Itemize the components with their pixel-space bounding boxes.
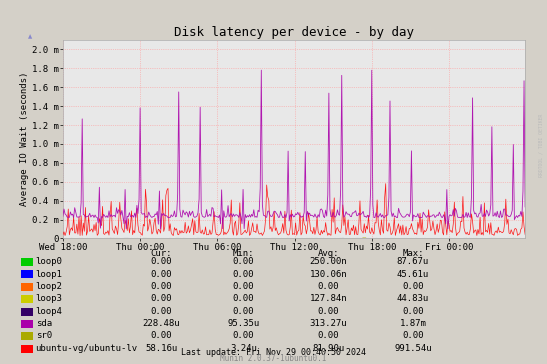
Text: loop3: loop3 bbox=[36, 294, 62, 303]
Title: Disk latency per device - by day: Disk latency per device - by day bbox=[174, 26, 414, 39]
Text: 0.00: 0.00 bbox=[317, 332, 339, 340]
Text: 0.00: 0.00 bbox=[232, 332, 254, 340]
Text: 0.00: 0.00 bbox=[150, 294, 172, 303]
Text: Cur:: Cur: bbox=[150, 249, 172, 258]
Text: 0.00: 0.00 bbox=[232, 257, 254, 266]
Text: 0.00: 0.00 bbox=[402, 307, 424, 316]
Text: sda: sda bbox=[36, 319, 51, 328]
Text: 45.61u: 45.61u bbox=[397, 270, 429, 278]
Text: 0.00: 0.00 bbox=[150, 307, 172, 316]
Text: 0.00: 0.00 bbox=[402, 282, 424, 291]
Text: 0.00: 0.00 bbox=[317, 307, 339, 316]
Text: Last update: Fri Nov 29 00:40:50 2024: Last update: Fri Nov 29 00:40:50 2024 bbox=[181, 348, 366, 357]
Text: ubuntu-vg/ubuntu-lv: ubuntu-vg/ubuntu-lv bbox=[36, 344, 138, 353]
Text: 58.16u: 58.16u bbox=[146, 344, 177, 353]
Text: 0.00: 0.00 bbox=[402, 332, 424, 340]
Text: 1.87m: 1.87m bbox=[399, 319, 427, 328]
Text: loop2: loop2 bbox=[36, 282, 62, 291]
Text: 0.00: 0.00 bbox=[150, 257, 172, 266]
Text: loop0: loop0 bbox=[36, 257, 62, 266]
Text: 0.00: 0.00 bbox=[232, 270, 254, 278]
Text: 0.00: 0.00 bbox=[232, 294, 254, 303]
Text: ▲: ▲ bbox=[28, 34, 32, 39]
Text: 130.06n: 130.06n bbox=[310, 270, 347, 278]
Text: loop1: loop1 bbox=[36, 270, 62, 278]
Text: 0.00: 0.00 bbox=[317, 282, 339, 291]
Text: 87.67u: 87.67u bbox=[397, 257, 429, 266]
Text: 0.00: 0.00 bbox=[150, 332, 172, 340]
Text: Munin 2.0.37-1ubuntu0.1: Munin 2.0.37-1ubuntu0.1 bbox=[220, 354, 327, 363]
Text: Avg:: Avg: bbox=[317, 249, 339, 258]
Text: 127.84n: 127.84n bbox=[310, 294, 347, 303]
Text: RRDTOOL / TOBI OETIKER: RRDTOOL / TOBI OETIKER bbox=[538, 114, 543, 177]
Text: 228.48u: 228.48u bbox=[143, 319, 180, 328]
Text: 44.83u: 44.83u bbox=[397, 294, 429, 303]
Text: 0.00: 0.00 bbox=[232, 307, 254, 316]
Text: 991.54u: 991.54u bbox=[394, 344, 432, 353]
Text: Min:: Min: bbox=[232, 249, 254, 258]
Text: 95.35u: 95.35u bbox=[228, 319, 259, 328]
Text: 313.27u: 313.27u bbox=[310, 319, 347, 328]
Text: 3.24u: 3.24u bbox=[230, 344, 257, 353]
Y-axis label: Average IO Wait (seconds): Average IO Wait (seconds) bbox=[20, 72, 29, 206]
Text: 0.00: 0.00 bbox=[232, 282, 254, 291]
Text: 0.00: 0.00 bbox=[150, 270, 172, 278]
Text: Max:: Max: bbox=[402, 249, 424, 258]
Text: 250.00n: 250.00n bbox=[310, 257, 347, 266]
Text: loop4: loop4 bbox=[36, 307, 62, 316]
Text: 81.90u: 81.90u bbox=[312, 344, 344, 353]
Text: sr0: sr0 bbox=[36, 332, 51, 340]
Text: 0.00: 0.00 bbox=[150, 282, 172, 291]
